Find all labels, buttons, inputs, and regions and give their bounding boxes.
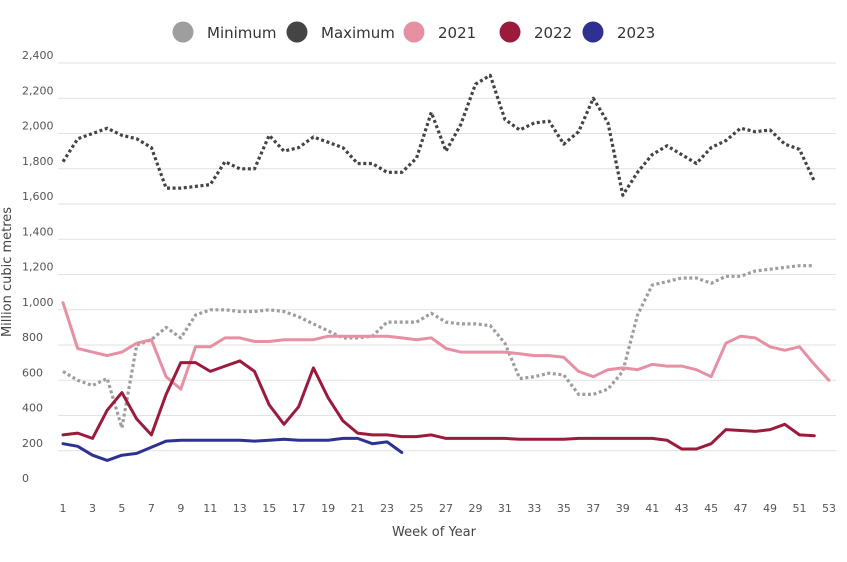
x-tick-label: 25 (410, 502, 424, 515)
x-tick-label: 51 (793, 502, 807, 515)
gridlines (58, 62, 836, 452)
y-tick-label: 2,400 (22, 49, 54, 62)
x-tick-label: 3 (89, 502, 96, 515)
x-tick-label: 15 (262, 502, 276, 515)
x-tick-label: 43 (675, 502, 689, 515)
y-tick-label: 1,600 (22, 190, 54, 203)
series-line-maximum (61, 73, 816, 197)
x-tick-label: 29 (468, 502, 482, 515)
x-tick-label: 19 (321, 502, 335, 515)
legend-marker-minimum (172, 21, 194, 43)
legend-label-minimum: Minimum (207, 24, 277, 42)
x-axis-title: Week of Year (392, 525, 477, 540)
x-tick-label: 31 (498, 502, 512, 515)
y-tick-label: 2,000 (22, 120, 54, 133)
y-tick-label: 800 (22, 331, 43, 344)
y-tick-label: 1,800 (22, 155, 54, 168)
x-tick-label: 41 (645, 502, 659, 515)
legend-label-maximum: Maximum (321, 24, 395, 42)
x-tick-label: 7 (148, 502, 155, 515)
x-tick-label: 39 (616, 502, 630, 515)
legend-label-2021: 2021 (438, 24, 476, 42)
series-lines (61, 73, 831, 462)
y-tick-label: 200 (22, 437, 43, 450)
legend-label-2022: 2022 (534, 24, 572, 42)
x-tick-label: 1 (60, 502, 67, 515)
x-tick-label: 9 (177, 502, 184, 515)
legend-marker-maximum (286, 21, 308, 43)
x-tick-label: 23 (380, 502, 394, 515)
x-tick-label: 5 (118, 502, 125, 515)
y-tick-label: 1,000 (22, 296, 54, 309)
x-tick-label: 11 (203, 502, 217, 515)
x-tick-label: 53 (822, 502, 836, 515)
legend-marker-2023 (582, 21, 604, 43)
x-tick-label: 47 (734, 502, 748, 515)
y-axis-title: Million cubic metres (0, 207, 15, 337)
x-tick-label: 33 (527, 502, 541, 515)
y-tick-label: 1,400 (22, 225, 54, 238)
series-line-2022 (61, 359, 816, 451)
legend-marker-2021 (403, 21, 425, 43)
x-tick-label: 35 (557, 502, 571, 515)
x-tick-label: 45 (704, 502, 718, 515)
x-tick-label: 49 (763, 502, 777, 515)
x-tick-label: 17 (292, 502, 306, 515)
series-line-2023 (61, 436, 404, 462)
series-line-minimum (62, 264, 815, 430)
x-tick-label: 13 (233, 502, 247, 515)
series-line-2021 (61, 301, 831, 391)
y-tick-label: 1,200 (22, 261, 54, 274)
legend: Minimum Maximum 2021 2022 2023 (172, 21, 655, 43)
y-tick-label: 400 (22, 402, 43, 415)
x-axis-ticks: 1 3 5 7 9 11 13 15 17 19 21 23 25 27 29 31 33 35 37 39 41 43 4… (60, 502, 837, 515)
x-tick-label: 37 (586, 502, 600, 515)
legend-label-2023: 2023 (617, 24, 655, 42)
legend-marker-2022 (499, 21, 521, 43)
x-tick-label: 21 (351, 502, 365, 515)
y-axis-ticks: 0 200 400 600 800 1,000 1,200 1,400 1,600 1,800 2,… (22, 49, 54, 485)
y-tick-label: 600 (22, 366, 43, 379)
x-tick-label: 27 (439, 502, 453, 515)
y-tick-label: 0 (22, 472, 29, 485)
y-tick-label: 2,200 (22, 84, 54, 97)
